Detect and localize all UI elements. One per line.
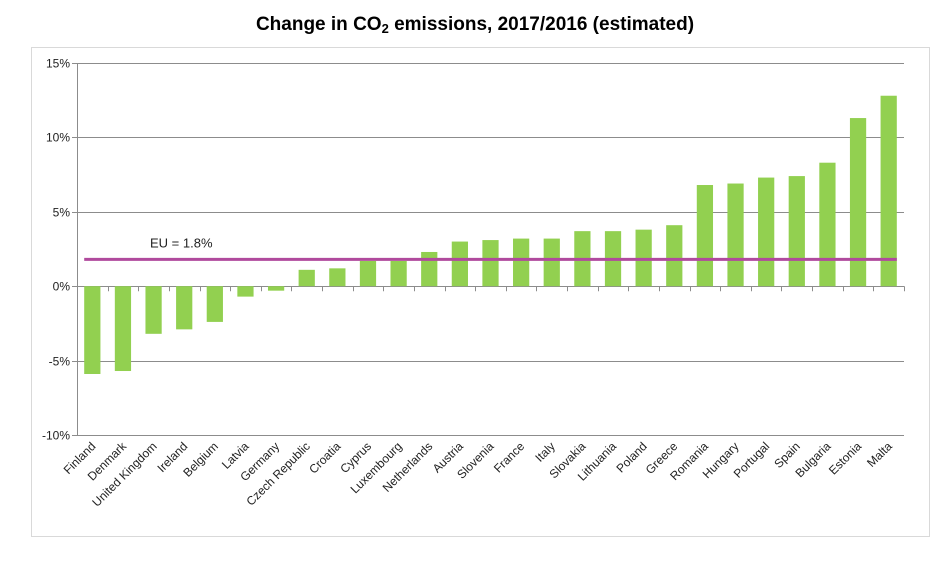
x-tick-label: Croatia <box>306 439 343 476</box>
bar-france <box>513 238 530 287</box>
eu-reference: EU = 1.8% <box>84 235 897 261</box>
x-tick-label: Italy <box>532 439 557 464</box>
bar-belgium <box>206 286 223 322</box>
bar-denmark <box>114 286 132 372</box>
bar-cyprus <box>359 260 377 287</box>
axes <box>72 63 905 436</box>
bar-united-kingdom <box>145 286 162 334</box>
bar-spain <box>788 176 805 287</box>
y-tick-label: 5% <box>53 206 71 220</box>
y-tick-label: -5% <box>49 355 71 369</box>
x-tick-label: France <box>491 439 528 476</box>
bar-malta <box>880 95 897 287</box>
bar-hungary <box>727 183 744 287</box>
y-tick-labels: -10% -5% 0% 5% 10% 15% <box>42 57 70 443</box>
bar-slovenia <box>482 240 499 287</box>
chart-title: Change in CO2 emissions, 2017/2016 (esti… <box>0 14 950 36</box>
bar-italy <box>543 238 560 287</box>
y-tick-label: 0% <box>53 280 71 294</box>
bar-bulgaria <box>819 162 836 287</box>
bar-croatia <box>329 268 346 287</box>
y-tick-label: -10% <box>42 429 70 443</box>
bar-portugal <box>758 177 775 287</box>
bar-germany <box>267 286 285 291</box>
bar-austria <box>451 241 468 287</box>
chart-title-subscript: 2 <box>381 21 389 36</box>
bar-netherlands <box>421 251 438 287</box>
bar-finland <box>84 286 101 374</box>
bar-czech-republic <box>298 269 315 287</box>
eu-reference-label: EU = 1.8% <box>150 235 213 250</box>
chart-frame <box>31 47 930 537</box>
y-tick-label: 10% <box>46 131 70 145</box>
chart-title-prefix: Change in CO <box>255 14 382 35</box>
bar-ireland <box>176 286 193 330</box>
bar-latvia <box>237 286 254 297</box>
x-tick-label: Malta <box>864 439 895 470</box>
bar-luxembourg <box>390 260 407 287</box>
bar-estonia <box>849 118 867 287</box>
bar-romania <box>696 185 714 287</box>
chart-title-suffix: emissions, 2017/2016 (estimated) <box>388 14 695 35</box>
bar-greece <box>666 225 683 287</box>
x-tick-label: Estonia <box>826 439 864 477</box>
y-tick-label: 15% <box>46 57 70 71</box>
